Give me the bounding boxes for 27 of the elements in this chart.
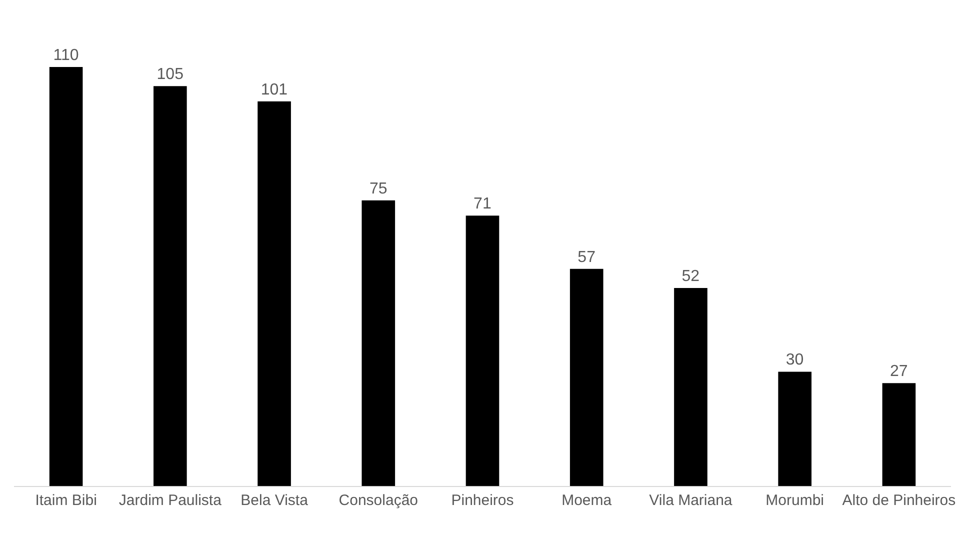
x-tick-label: Consolação: [338, 492, 418, 509]
x-tick-label: Pinheiros: [451, 492, 514, 509]
data-label: 57: [578, 248, 596, 266]
bar: [674, 288, 708, 486]
data-label: 52: [682, 268, 700, 285]
x-tick-label: Itaim Bibi: [35, 492, 97, 509]
x-tick-label: Alto de Pinheiros: [842, 492, 956, 509]
bar: [466, 216, 500, 486]
bar: [570, 268, 604, 486]
bar: [778, 372, 812, 486]
x-tick-label: Morumbi: [766, 492, 824, 509]
bar: [258, 101, 291, 486]
x-tick-label: Jardim Paulista: [118, 492, 222, 509]
x-tick-label: Moema: [562, 492, 612, 509]
data-label: 101: [260, 81, 288, 98]
x-tick-label: Bela Vista: [240, 492, 309, 509]
bar: [49, 67, 83, 486]
bar: [882, 383, 916, 486]
data-label: 27: [890, 363, 908, 380]
data-label: 110: [53, 47, 79, 64]
x-tick-label: Vila Mariana: [649, 492, 733, 509]
data-label: 71: [474, 196, 492, 213]
data-label: 105: [156, 66, 184, 84]
data-label: 30: [786, 352, 804, 369]
bar: [362, 200, 396, 486]
bar: [154, 86, 187, 486]
data-label: 75: [369, 180, 388, 198]
